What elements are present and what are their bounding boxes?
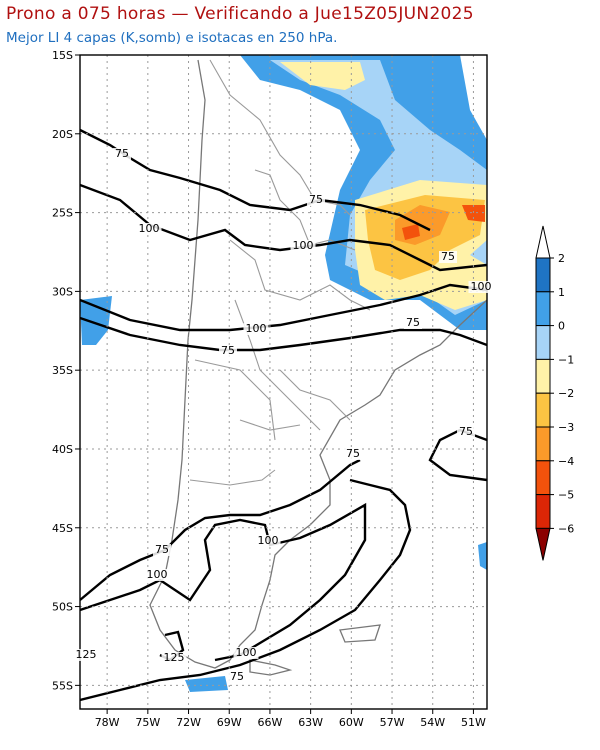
lat-lon-grid — [80, 55, 487, 709]
lon-tick-label: 51W — [461, 716, 486, 729]
li-shade-red-orange — [462, 205, 485, 222]
lon-tick-label: 75W — [135, 716, 160, 729]
isotach-label: 100 — [147, 568, 168, 581]
isotach-label-bg — [73, 649, 99, 661]
isotach-label-bg — [439, 251, 457, 263]
lat-tick-label: 40S — [52, 443, 73, 456]
isotach-label: 75 — [406, 316, 420, 329]
isotach-label: 75 — [155, 543, 169, 556]
colorbar-segment — [535, 257, 551, 293]
isotach-label-bg — [307, 194, 325, 206]
isotach-label-bg — [404, 317, 422, 329]
map-title: Prono a 075 horas — Verificando a Jue15Z… — [6, 4, 474, 24]
colorbar-label: −2 — [558, 387, 574, 400]
isotach-label: 75 — [230, 670, 244, 683]
isotach-label: 75 — [346, 447, 360, 460]
isotach-75-far-south — [80, 478, 412, 702]
isotach-label-bg — [113, 148, 131, 160]
isotach-label: 100 — [258, 534, 279, 547]
lon-tick-label: 78W — [95, 716, 120, 729]
isotach-label-bg — [457, 426, 475, 438]
colorbar-segment — [535, 358, 551, 394]
isotach-75-central — [80, 316, 487, 352]
lat-tick-label: 15S — [52, 49, 73, 62]
isotach-label-bg — [243, 323, 269, 335]
li-shade-red-orange-2 — [402, 224, 420, 240]
isotach-label: 100 — [139, 222, 160, 235]
colorbar-bottom-arrow — [535, 527, 551, 561]
isotach-label: 75 — [459, 425, 473, 438]
colorbar-label: −3 — [558, 421, 574, 434]
lat-tick-label: 45S — [52, 522, 73, 535]
colorbar-segment — [535, 460, 551, 496]
isotach-label-bg — [233, 647, 259, 659]
isotach-label-bg — [290, 240, 316, 252]
li-shade-south-patch — [185, 676, 228, 692]
colorbar-label: 2 — [558, 252, 565, 265]
colorbar-segment — [535, 325, 551, 360]
isotach-label-layer: 75 75 75 100 100 100 100 75 75 75 75 75 100 100 125 125… — [73, 147, 494, 683]
isotach-label-bg — [136, 223, 162, 235]
lon-tick-label: 69W — [217, 716, 242, 729]
colorbar-label: −4 — [558, 455, 574, 468]
isotach-label-bg — [161, 652, 187, 664]
coastline — [149, 59, 487, 676]
isotach-label: 100 — [471, 280, 492, 293]
colorbar-label: −5 — [558, 489, 574, 502]
isotach-75-south — [80, 458, 361, 601]
isotach-label-bg — [468, 281, 494, 293]
lon-tick-label: 60W — [339, 716, 364, 729]
lat-tick-label: 35S — [52, 364, 73, 377]
isotach-100-central — [80, 283, 487, 332]
map-subtitle: Mejor LI 4 capas (K,somb) e isotacas en … — [6, 30, 338, 46]
colorbar-segment — [535, 426, 551, 462]
lon-tick-label: 72W — [176, 716, 201, 729]
isotach-label: 100 — [246, 322, 267, 335]
isotach-label: 125 — [76, 648, 97, 661]
lon-tick-label: 57W — [380, 716, 405, 729]
li-shade-yellow — [280, 62, 365, 90]
isotach-label: 125 — [164, 651, 185, 664]
isotach-label-bg — [228, 671, 246, 683]
isotach-label: 75 — [115, 147, 129, 160]
isotach-label: 75 — [221, 344, 235, 357]
colorbar-label: 0 — [558, 320, 565, 333]
isotach-label: 100 — [236, 646, 257, 659]
colorbar: 2 1 0 −1 −2 −3 −4 −5 −6 — [535, 225, 574, 561]
isotach-label-bg — [344, 448, 362, 460]
lon-tick-label: 54W — [420, 716, 445, 729]
colorbar-segment — [535, 291, 551, 327]
lat-tick-label: 25S — [52, 207, 73, 220]
isotach-label-bg — [144, 569, 170, 581]
lon-tick-label: 63W — [298, 716, 323, 729]
li-shade-east-patch — [478, 542, 487, 570]
li-shade-west-patch — [80, 296, 112, 345]
lon-tick-label: 66W — [257, 716, 282, 729]
isotach-label: 75 — [441, 250, 455, 263]
colorbar-segment — [535, 392, 551, 428]
isotach-label: 75 — [309, 193, 323, 206]
isotach-label-bg — [255, 535, 281, 547]
colorbar-label: 1 — [558, 286, 565, 299]
colorbar-top-arrow — [535, 225, 551, 259]
colorbar-label: −6 — [558, 522, 574, 535]
lat-tick-label: 55S — [52, 679, 73, 692]
colorbar-label: −1 — [558, 353, 574, 366]
lat-tick-label: 50S — [52, 601, 73, 614]
colorbar-segment — [535, 494, 551, 529]
lat-tick-label: 20S — [52, 128, 73, 141]
isotach-label: 100 — [293, 239, 314, 252]
axis-ticks: 15S 20S 25S 30S 35S 40S 45S 50S 55S 78W 75W 72W 69W 6… — [52, 49, 486, 729]
isotach-label-bg — [219, 345, 237, 357]
lat-tick-label: 30S — [52, 285, 73, 298]
map-frame — [79, 54, 488, 710]
isotach-label-bg — [153, 544, 171, 556]
